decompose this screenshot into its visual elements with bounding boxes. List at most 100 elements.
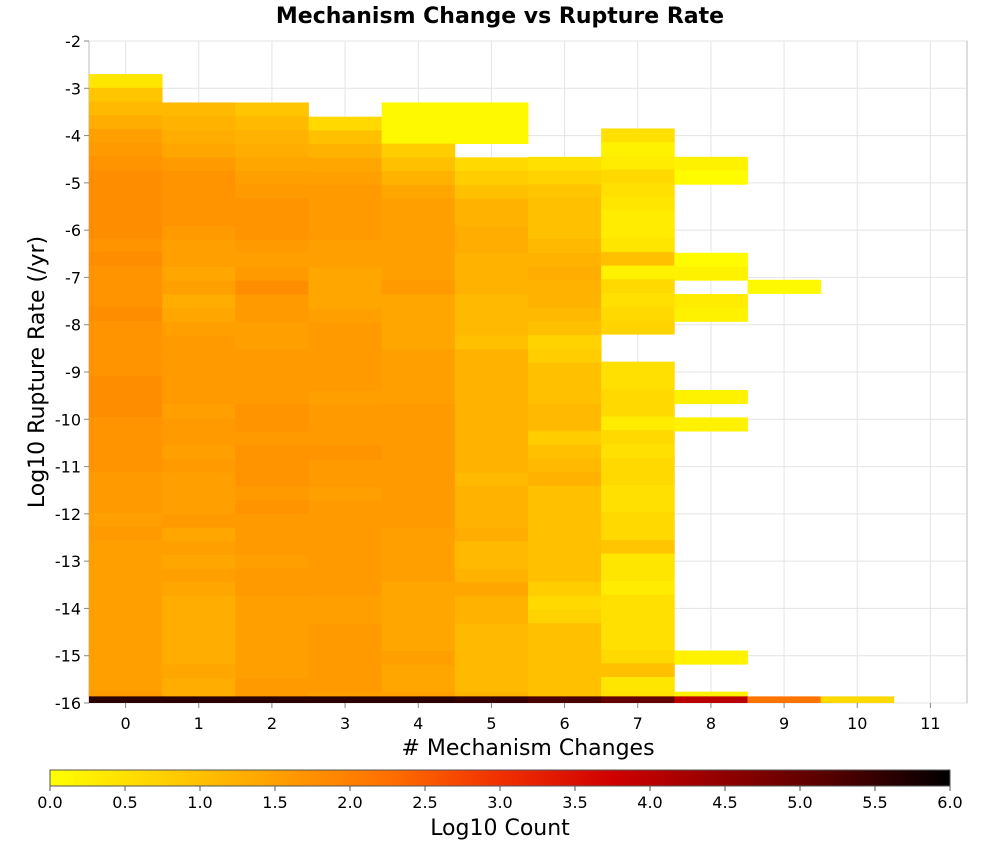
heatmap-cell bbox=[235, 623, 309, 638]
heatmap-cell bbox=[89, 279, 163, 294]
heatmap-cell bbox=[308, 514, 383, 529]
heatmap-cell bbox=[235, 308, 309, 323]
heatmap-cells bbox=[89, 74, 895, 703]
heatmap-cell bbox=[528, 444, 602, 459]
y-tick-label: -13 bbox=[55, 552, 81, 571]
colorbar-tick-label: 2.0 bbox=[337, 793, 362, 812]
chart-title: Mechanism Change vs Rupture Rate bbox=[276, 4, 724, 29]
heatmap-cell bbox=[308, 212, 383, 227]
heatmap-cell bbox=[381, 102, 456, 117]
colorbar-tick-label: 0.5 bbox=[112, 793, 137, 812]
heatmap-cell bbox=[381, 294, 456, 309]
x-tick-label: 3 bbox=[340, 714, 350, 733]
heatmap-cell bbox=[454, 500, 529, 515]
heatmap-cell bbox=[162, 637, 236, 652]
heatmap-cell bbox=[454, 431, 529, 446]
x-axis-ticks: 0 1 2 3 4 5 6 7 8 9 10 11 bbox=[120, 703, 941, 733]
heatmap-cell bbox=[674, 252, 748, 267]
heatmap-cell bbox=[89, 540, 163, 555]
heatmap-cell bbox=[235, 582, 309, 597]
y-tick-label: -8 bbox=[65, 316, 81, 335]
heatmap-cell bbox=[235, 198, 309, 213]
heatmap-cell bbox=[454, 184, 529, 199]
heatmap-cell bbox=[528, 321, 602, 336]
heatmap-cell-bottom bbox=[308, 696, 383, 703]
heatmap-cell bbox=[308, 445, 383, 460]
heatmap-cell bbox=[162, 623, 236, 638]
heatmap-cell bbox=[528, 623, 602, 638]
heatmap-cell bbox=[601, 402, 675, 417]
heatmap-cell bbox=[308, 144, 383, 159]
heatmap-cell bbox=[162, 678, 236, 693]
heatmap-cell bbox=[308, 185, 383, 200]
heatmap-cell bbox=[454, 609, 529, 624]
heatmap-cell bbox=[308, 171, 383, 186]
heatmap-cell bbox=[89, 691, 163, 697]
heatmap-cell bbox=[674, 293, 748, 309]
heatmap-cell bbox=[162, 596, 236, 611]
colorbar-tick-label: 0.0 bbox=[37, 793, 62, 812]
heatmap-cell bbox=[454, 417, 529, 432]
heatmap-cell bbox=[235, 363, 309, 378]
heatmap-cell bbox=[89, 471, 163, 486]
x-tick-label: 2 bbox=[267, 714, 277, 733]
heatmap-cell bbox=[235, 102, 309, 117]
heatmap-cell bbox=[381, 239, 456, 254]
heatmap-cell bbox=[528, 389, 602, 405]
heatmap-cell bbox=[89, 74, 163, 89]
heatmap-cell bbox=[308, 582, 383, 598]
heatmap-cell bbox=[381, 445, 456, 460]
heatmap-cell bbox=[235, 349, 309, 364]
x-tick-label: 6 bbox=[559, 714, 569, 733]
heatmap-cell bbox=[308, 555, 383, 570]
heatmap-cell bbox=[235, 404, 309, 419]
heatmap-cell bbox=[162, 554, 236, 570]
heatmap-cell bbox=[601, 416, 675, 431]
heatmap-cell bbox=[381, 513, 456, 528]
heatmap-cell bbox=[308, 486, 383, 502]
heatmap-cell bbox=[601, 526, 675, 541]
colorbar-label: Log10 Count bbox=[430, 816, 570, 841]
heatmap-cell bbox=[601, 210, 675, 225]
heatmap-cell bbox=[601, 183, 675, 198]
heatmap-cell bbox=[454, 527, 529, 542]
heatmap-cell bbox=[454, 541, 529, 556]
heatmap-cell bbox=[381, 664, 456, 679]
heatmap-cell bbox=[601, 676, 675, 692]
heatmap-cell bbox=[235, 664, 309, 679]
heatmap-cell bbox=[235, 171, 309, 186]
colorbar-tick-label: 6.0 bbox=[937, 793, 962, 812]
heatmap-cell bbox=[454, 459, 529, 474]
heatmap-cell bbox=[601, 690, 675, 697]
heatmap-cell bbox=[601, 224, 675, 239]
y-tick-label: -6 bbox=[65, 221, 81, 240]
heatmap-cell bbox=[235, 609, 309, 624]
heatmap-cell bbox=[528, 664, 602, 679]
heatmap-cell bbox=[89, 444, 163, 459]
heatmap-cell-bottom bbox=[381, 696, 456, 703]
heatmap-cell bbox=[601, 594, 675, 609]
heatmap-cell bbox=[601, 498, 675, 513]
heatmap-cell bbox=[235, 445, 309, 460]
heatmap-cell bbox=[235, 650, 309, 666]
heatmap-cell bbox=[308, 528, 383, 543]
heatmap-cell bbox=[162, 459, 236, 474]
heatmap-cell bbox=[528, 266, 602, 281]
heatmap-cell bbox=[381, 568, 456, 583]
heatmap-cell bbox=[308, 116, 383, 131]
heatmap-cell bbox=[381, 212, 456, 227]
heatmap-cell bbox=[528, 485, 602, 501]
heatmap-cell bbox=[454, 596, 529, 611]
heatmap-cell bbox=[528, 376, 602, 391]
heatmap-cell bbox=[308, 198, 383, 214]
heatmap-cell bbox=[162, 102, 236, 117]
heatmap-cell bbox=[235, 486, 309, 501]
heatmap-cell bbox=[235, 637, 309, 652]
x-tick-label: 9 bbox=[779, 714, 789, 733]
heatmap-cell bbox=[528, 184, 602, 199]
heatmap-cell bbox=[89, 252, 163, 267]
heatmap-cell bbox=[89, 156, 163, 171]
heatmap-cell bbox=[381, 623, 456, 638]
heatmap-cell bbox=[308, 377, 383, 392]
heatmap-cell bbox=[162, 390, 236, 405]
